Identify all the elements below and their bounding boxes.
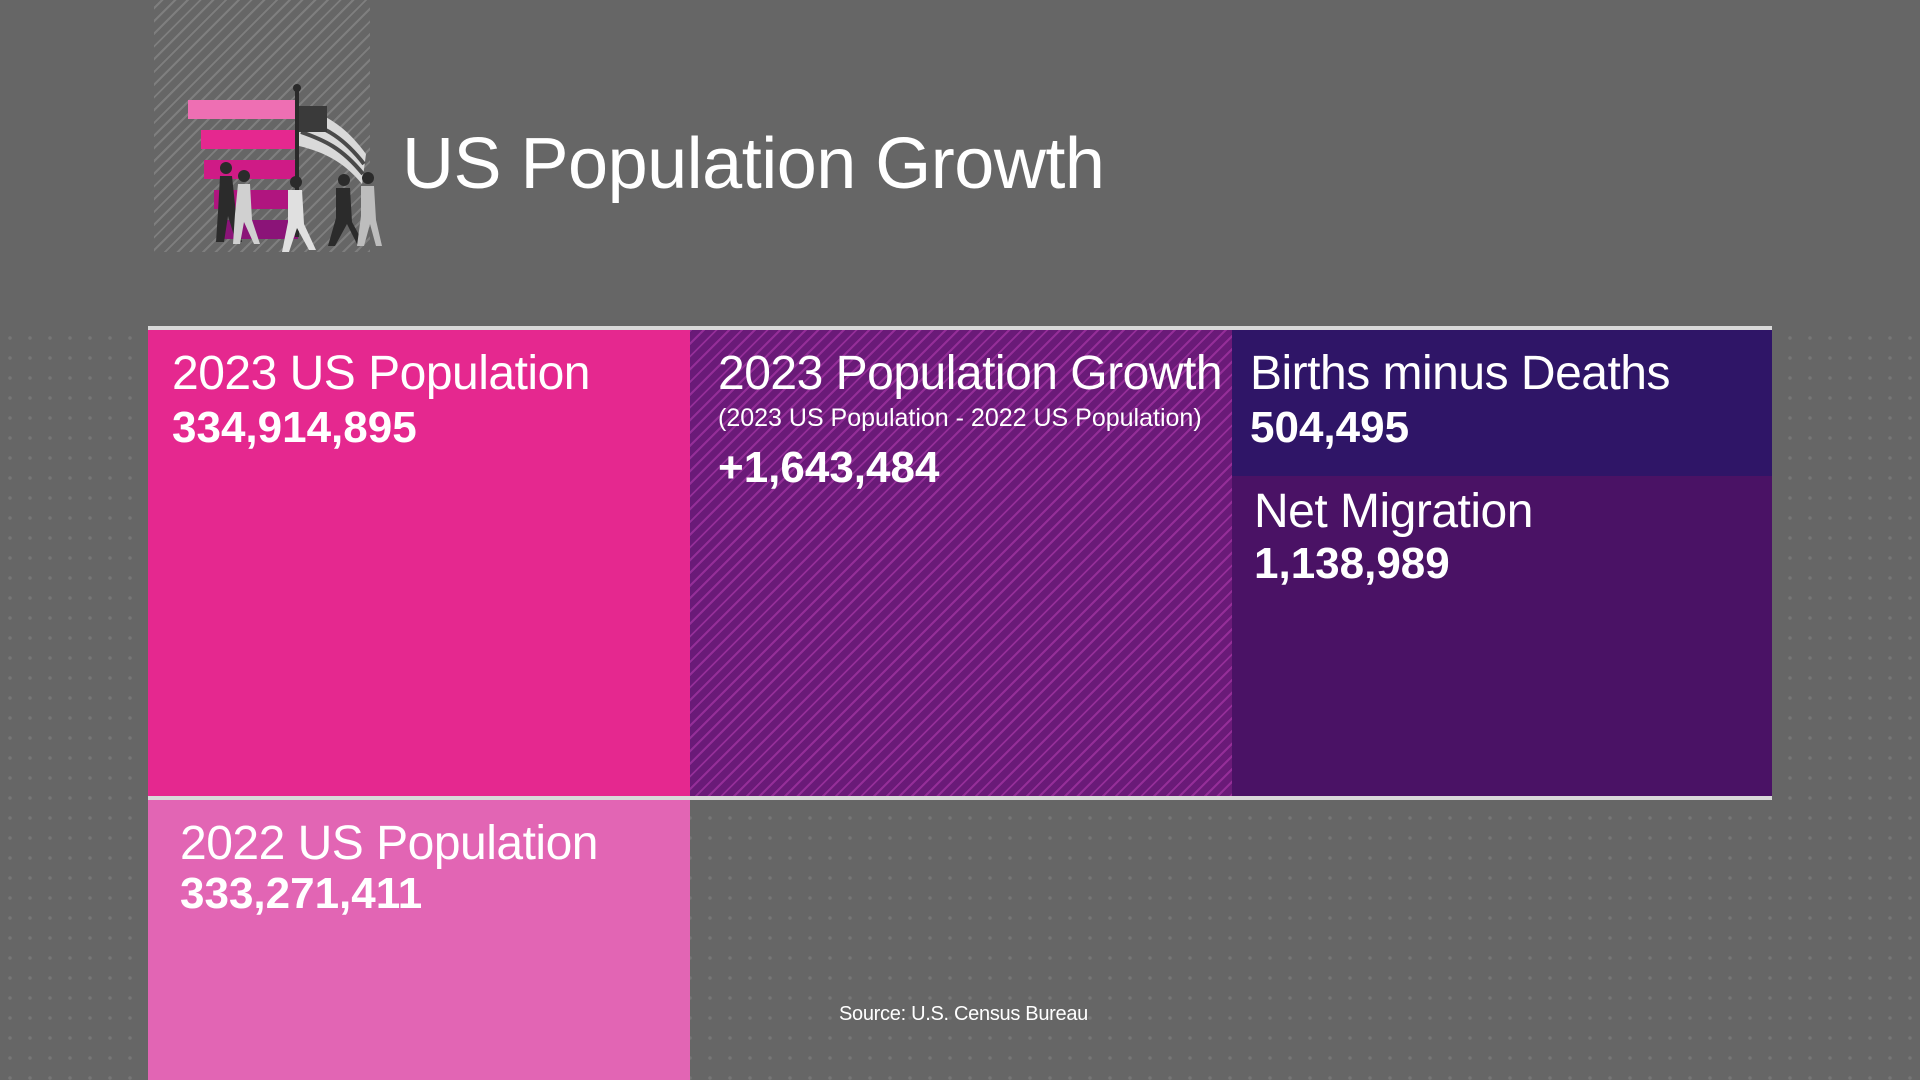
source-note: Source: U.S. Census Bureau: [839, 1003, 1088, 1025]
page-title: US Population Growth: [402, 124, 1105, 204]
tile-2022-population-label: 2022 US Population: [180, 817, 598, 870]
tile-population-growth-label: 2023 Population Growth: [718, 347, 1223, 400]
middle-divider: [148, 796, 1772, 800]
tile-net-migration-value: 1,138,989: [1254, 539, 1450, 588]
tile-2023-population: 2023 US Population 334,914,895: [148, 330, 690, 796]
tile-2022-population: 2022 US Population 333,271,411: [148, 800, 690, 1080]
top-divider: [148, 326, 1772, 330]
tile-population-growth-sublabel: (2023 US Population - 2022 US Population…: [718, 404, 1202, 432]
tile-births-minus-deaths-label: Births minus Deaths: [1250, 347, 1671, 400]
tile-births-minus-deaths-value: 504,495: [1250, 403, 1410, 452]
tile-population-growth: 2023 Population Growth (2023 US Populati…: [690, 330, 1232, 796]
tile-births-minus-deaths: Births minus Deaths 504,495: [1232, 330, 1772, 476]
tile-2023-population-value: 334,914,895: [172, 403, 417, 452]
tile-net-migration-label: Net Migration: [1254, 485, 1533, 538]
tile-population-growth-value: +1,643,484: [718, 443, 940, 492]
tile-net-migration: Net Migration 1,138,989: [1232, 476, 1772, 796]
tile-2023-population-label: 2023 US Population: [172, 347, 590, 400]
flag-bar-chart-icon: [188, 84, 382, 252]
tile-2022-population-value: 333,271,411: [180, 869, 423, 918]
